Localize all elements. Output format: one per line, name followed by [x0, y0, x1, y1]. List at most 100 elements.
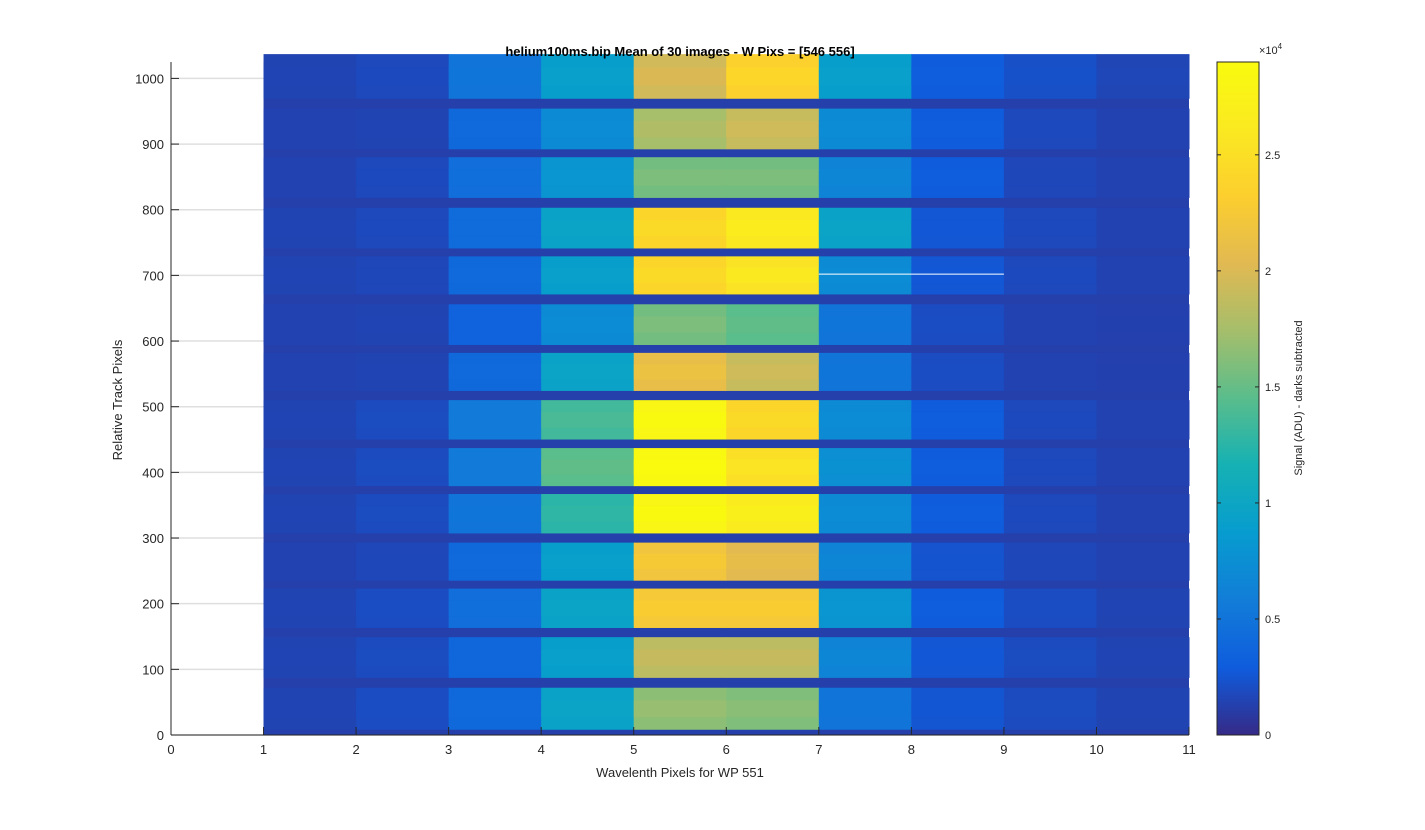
heatmap-cell-core	[541, 505, 635, 522]
y-tick-label: 200	[142, 597, 164, 612]
heatmap-cell-core	[448, 411, 542, 428]
heatmap-cell-core	[1096, 459, 1190, 475]
heatmap-cell-core	[1096, 700, 1190, 718]
colorbar-gradient	[1216, 61, 1260, 736]
heatmap-cell-core	[263, 316, 357, 333]
heatmap-cell-core	[541, 219, 635, 237]
heatmap-cell-core	[356, 649, 450, 666]
y-tick-label: 0	[157, 728, 164, 743]
heatmap-cell-core	[448, 459, 542, 475]
heatmap-cell-core	[633, 600, 727, 617]
heatmap-cell-core	[818, 505, 912, 522]
axes: 0 1 2 3 4 5 6 7 8 9 10 11 0 100 200 300 400 500 600 700 800 9…	[135, 62, 1196, 757]
heatmap-cell-core	[726, 316, 820, 333]
heatmap-cell-core	[356, 505, 450, 522]
heatmap-cell-core	[448, 364, 542, 380]
heatmap-cell-core	[448, 219, 542, 237]
heatmap-cell-core	[726, 169, 820, 186]
heatmap-cell-core	[263, 219, 357, 237]
y-tick-label: 400	[142, 465, 164, 480]
heatmap-cell-core	[726, 364, 820, 380]
y-axis-label: Relative Track Pixels	[110, 339, 125, 460]
heatmap-cell-core	[633, 316, 727, 333]
heatmap-cell-core	[911, 364, 1005, 380]
heatmap-cell-core	[356, 169, 450, 186]
heatmap-cell-core	[1003, 219, 1097, 237]
colorbar-tick-label: 1	[1265, 498, 1271, 510]
heatmap-cell-core	[633, 120, 727, 138]
heatmap-cell-core	[818, 316, 912, 333]
heatmap-cell-core	[448, 505, 542, 522]
heatmap-cell-core	[356, 316, 450, 333]
heatmap-cell-core	[263, 364, 357, 380]
heatmap-cell-core	[448, 120, 542, 138]
heatmap-cell-core	[448, 169, 542, 186]
heatmap-cell-core	[633, 554, 727, 570]
colorbar-tick-label: 2	[1265, 266, 1271, 278]
x-tick-label: 2	[352, 742, 359, 757]
heatmap-cell-core	[633, 459, 727, 475]
x-tick-label: 6	[723, 742, 730, 757]
heatmap-cell-core	[1003, 267, 1097, 284]
heatmap-cell-core	[448, 67, 542, 86]
heatmap-cell-core	[726, 219, 820, 237]
y-tick-label: 500	[142, 400, 164, 415]
x-tick-label: 3	[445, 742, 452, 757]
x-tick-label: 5	[630, 742, 637, 757]
colorbar-tick-label: 2.5	[1265, 150, 1280, 162]
colorbar-tick-label: 0	[1265, 730, 1271, 742]
y-tick-label: 800	[142, 203, 164, 218]
heatmap-cell-core	[818, 554, 912, 570]
x-tick-label: 1	[260, 742, 267, 757]
colorbar: 0 0.5 1 1.5 2 2.5	[1216, 61, 1280, 742]
heatmap-cell-core	[633, 505, 727, 522]
heatmap-cell-core	[726, 700, 820, 718]
colorbar-exponent: ×104	[1259, 42, 1283, 57]
heatmap-cell-core	[263, 169, 357, 186]
heatmap-cell-core	[911, 554, 1005, 570]
heatmap-cell-core	[1003, 554, 1097, 570]
heatmap-cell-core	[633, 219, 727, 237]
heatmap-cell-core	[356, 267, 450, 284]
heatmap-cell-core	[541, 120, 635, 138]
heatmap-cell-core	[726, 600, 820, 617]
colorbar-tick-label: 1.5	[1265, 382, 1280, 394]
x-tick-label: 10	[1089, 742, 1103, 757]
heatmap-cell-core	[1096, 169, 1190, 186]
heatmap-cell-core	[448, 649, 542, 666]
heatmap-cell-core	[726, 267, 820, 284]
heatmap-cell-core	[1096, 600, 1190, 617]
x-tick-label: 7	[815, 742, 822, 757]
heatmap-cell-core	[541, 600, 635, 617]
heatmap-cell-core	[911, 459, 1005, 475]
heatmap-cell-core	[818, 120, 912, 138]
heatmap-cell-core	[356, 411, 450, 428]
heatmap-cells	[263, 54, 1190, 735]
heatmap-cell-core	[448, 600, 542, 617]
y-tick-label: 100	[142, 662, 164, 677]
heatmap-cell-core	[1003, 505, 1097, 522]
heatmap-cell-core	[448, 700, 542, 718]
x-tick-label: 8	[908, 742, 915, 757]
heatmap-cell-core	[1096, 411, 1190, 428]
heatmap-cell-core	[818, 267, 912, 284]
heatmap-cell-core	[633, 169, 727, 186]
heatmap-cell-core	[633, 700, 727, 718]
heatmap-cell-core	[911, 267, 1005, 284]
heatmap-cell-core	[356, 364, 450, 380]
heatmap-cell-core	[633, 67, 727, 86]
heatmap-cell-core	[911, 120, 1005, 138]
heatmap-cell-core	[633, 411, 727, 428]
chart-title: helium100ms.bip Mean of 30 images - W Pi…	[505, 44, 854, 59]
heatmap-cell-core	[633, 364, 727, 380]
heatmap-cell-core	[541, 700, 635, 718]
heatmap-cell-core	[911, 169, 1005, 186]
heatmap-cell-core	[1096, 316, 1190, 333]
heatmap-cell-core	[1003, 600, 1097, 617]
y-tick-label: 600	[142, 334, 164, 349]
heatmap-cell-core	[541, 459, 635, 475]
heatmap-cell-core	[726, 649, 820, 666]
heatmap-cell-core	[541, 649, 635, 666]
heatmap-cell-core	[1003, 649, 1097, 666]
